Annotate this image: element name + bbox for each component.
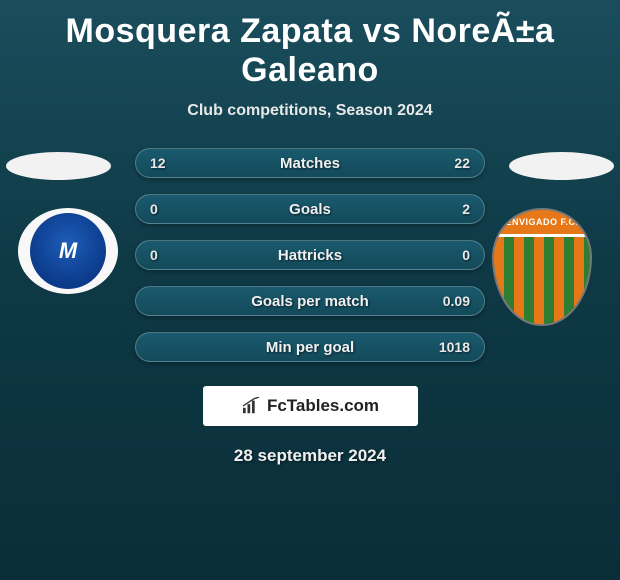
stat-left-value: 0	[150, 247, 158, 263]
team-badge-left: M	[18, 208, 118, 308]
stat-row-min-per-goal: Min per goal 1018	[135, 332, 485, 362]
stat-label: Hattricks	[278, 247, 342, 264]
stat-row-goals: 0 Goals 2	[135, 194, 485, 224]
stat-rows: 12 Matches 22 0 Goals 2 0 Hattricks 0 Go…	[135, 148, 485, 362]
subtitle: Club competitions, Season 2024	[0, 102, 620, 120]
stat-left-value: 12	[150, 155, 166, 171]
stat-label: Goals per match	[251, 293, 369, 310]
stat-right-value: 22	[454, 155, 470, 171]
brand-box[interactable]: FcTables.com	[203, 386, 418, 426]
comparison-area: M ENVIGADO F.C. 12 Matches 22 0 Goals 2 …	[0, 148, 620, 466]
millonarios-initial: M	[30, 213, 106, 289]
envigado-label: ENVIGADO F.C.	[494, 210, 590, 236]
player-marker-left	[6, 152, 111, 180]
stat-right-value: 0.09	[443, 293, 470, 309]
brand-text: FcTables.com	[267, 396, 379, 416]
stat-label: Goals	[289, 201, 331, 218]
date-text: 28 september 2024	[0, 446, 620, 466]
stat-row-hattricks: 0 Hattricks 0	[135, 240, 485, 270]
envigado-stripes	[494, 236, 590, 324]
chart-icon	[241, 397, 263, 415]
stat-row-matches: 12 Matches 22	[135, 148, 485, 178]
team-badge-right: ENVIGADO F.C.	[492, 208, 602, 328]
millonarios-badge: M	[18, 208, 118, 294]
stat-label: Min per goal	[266, 339, 354, 356]
stat-right-value: 0	[462, 247, 470, 263]
envigado-badge: ENVIGADO F.C.	[492, 208, 592, 326]
stat-label: Matches	[280, 155, 340, 172]
page-title: Mosquera Zapata vs NoreÃ±a Galeano	[0, 0, 620, 90]
stat-right-value: 2	[462, 201, 470, 217]
player-marker-right	[509, 152, 614, 180]
stat-row-goals-per-match: Goals per match 0.09	[135, 286, 485, 316]
stat-right-value: 1018	[439, 339, 470, 355]
stat-left-value: 0	[150, 201, 158, 217]
